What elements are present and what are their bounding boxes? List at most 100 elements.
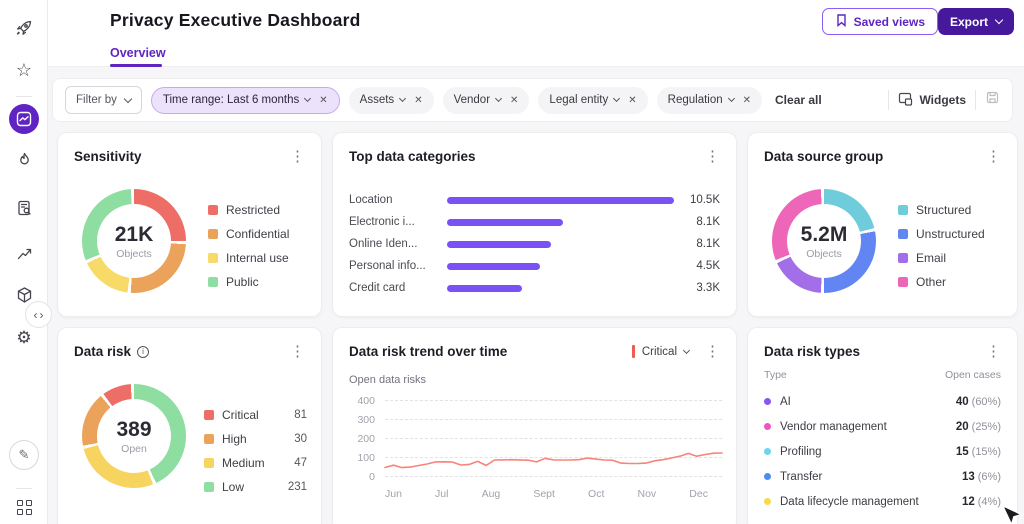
series-selector-dropdown[interactable]: Critical xyxy=(632,345,689,358)
bar-label: Electronic i... xyxy=(349,216,441,228)
card-data-source-group: Data source group ⋮ 5.2M Objects Structu… xyxy=(747,132,1018,317)
tab-overview[interactable]: Overview xyxy=(110,46,166,60)
filter-bar: Filter by Time range: Last 6 months ✕ As… xyxy=(52,78,1013,122)
close-icon[interactable]: ✕ xyxy=(510,95,518,106)
donut-center-value: 5.2M xyxy=(801,223,848,247)
legend-label: Public xyxy=(226,275,259,289)
card-data-risk-trend: Data risk trend over time Critical ⋮ Ope… xyxy=(332,327,737,524)
filter-pill-vendor[interactable]: Vendor ✕ xyxy=(443,87,530,114)
kebab-menu-icon[interactable]: ⋮ xyxy=(286,344,309,359)
column-header-type: Type xyxy=(764,369,787,381)
sidebar-divider xyxy=(16,96,32,97)
kebab-menu-icon[interactable]: ⋮ xyxy=(982,344,1005,359)
legend-item: Unstructured xyxy=(898,227,985,241)
trend-up-icon xyxy=(16,244,33,266)
legend-swatch xyxy=(204,410,214,420)
time-range-label: Time range: Last 6 months xyxy=(163,94,299,106)
chevron-down-icon xyxy=(683,346,690,353)
legend-item: Internal use xyxy=(208,251,289,265)
saved-views-button[interactable]: Saved views xyxy=(822,8,938,35)
card-data-risk: Data risk i ⋮ 389 Open Critical81 High30… xyxy=(57,327,322,524)
card-top-data-categories: Top data categories ⋮ Location 10.5K Ele… xyxy=(332,132,737,317)
close-icon[interactable]: ✕ xyxy=(628,95,636,106)
gear-icon: ⚙ xyxy=(16,329,31,346)
widgets-button[interactable]: Widgets xyxy=(898,91,966,110)
bar-fill xyxy=(447,197,674,204)
type-value: 20 xyxy=(956,421,969,433)
legend-label: Structured xyxy=(916,203,971,217)
filter-by-dropdown[interactable]: Filter by xyxy=(65,86,142,114)
legend-value: 47 xyxy=(294,457,307,469)
sidebar-item-apps[interactable] xyxy=(0,500,48,515)
bar-value: 10.5K xyxy=(684,194,720,206)
kebab-menu-icon[interactable]: ⋮ xyxy=(701,344,724,359)
sidebar-item-settings[interactable]: ⚙ xyxy=(0,329,48,346)
filter-pill-time-range[interactable]: Time range: Last 6 months ✕ xyxy=(151,87,340,114)
bar-track xyxy=(447,285,674,292)
close-icon[interactable]: ✕ xyxy=(414,95,422,106)
data-risk-donut-chart: 389 Open xyxy=(82,384,186,488)
type-dot xyxy=(764,473,771,480)
trend-line xyxy=(385,453,722,468)
y-axis-tick: 200 xyxy=(349,433,375,445)
save-layout-button[interactable] xyxy=(985,90,1000,110)
filter-pill-regulation[interactable]: Regulation ✕ xyxy=(657,87,762,114)
assets-label: Assets xyxy=(360,94,395,106)
column-header-open-cases: Open cases xyxy=(945,369,1001,381)
sidebar-collapse-toggle[interactable]: ‹ › xyxy=(25,301,52,328)
legend-value: 231 xyxy=(288,481,307,493)
bar-row: Location 10.5K xyxy=(349,189,720,211)
legend-swatch xyxy=(898,229,908,239)
sidebar-item-reports[interactable] xyxy=(0,199,48,222)
x-axis-label: Aug xyxy=(482,488,501,500)
bar-track xyxy=(447,263,674,270)
type-label: AI xyxy=(780,396,956,408)
document-search-icon xyxy=(16,199,33,222)
filter-pill-assets[interactable]: Assets ✕ xyxy=(349,87,434,114)
legend-label: High xyxy=(222,432,294,446)
type-label: Transfer xyxy=(780,471,962,483)
kebab-menu-icon[interactable]: ⋮ xyxy=(982,149,1005,164)
bar-fill xyxy=(447,263,540,270)
bar-label: Location xyxy=(349,194,441,206)
sidebar-item-favorites[interactable]: ☆ xyxy=(0,61,48,79)
sidebar-item-edit[interactable]: ✎ xyxy=(0,440,48,470)
legend-label: Critical xyxy=(222,408,294,422)
legend-label: Email xyxy=(916,251,946,265)
sidebar-item-trends[interactable] xyxy=(0,244,48,266)
legend-label: Low xyxy=(222,480,288,494)
table-body: AI40(60%) Vendor management20(25%) Profi… xyxy=(764,389,1001,514)
chevron-down-icon xyxy=(995,16,1003,24)
sidebar: ☆ ⚙ ✎ xyxy=(0,0,48,524)
type-percent: (25%) xyxy=(972,421,1001,433)
close-icon[interactable]: ✕ xyxy=(319,95,327,106)
legend-swatch xyxy=(898,253,908,263)
chevron-down-icon xyxy=(728,95,735,102)
type-value: 40 xyxy=(956,396,969,408)
sidebar-item-dashboards-active[interactable] xyxy=(0,104,48,134)
chevron-left-icon: ‹ xyxy=(34,308,38,322)
sidebar-item-risk[interactable] xyxy=(0,151,48,174)
donut-center-value: 21K xyxy=(115,223,154,247)
bar-label: Online Iden... xyxy=(349,238,441,250)
kebab-menu-icon[interactable]: ⋮ xyxy=(701,149,724,164)
sensitivity-donut-chart: 21K Objects xyxy=(82,189,186,293)
donut-center-label: Objects xyxy=(806,248,842,260)
chevron-down-icon xyxy=(304,95,311,102)
close-icon[interactable]: ✕ xyxy=(743,95,751,106)
table-row: Vendor management20(25%) xyxy=(764,414,1001,439)
bar-track xyxy=(447,241,674,248)
clear-all-button[interactable]: Clear all xyxy=(775,93,822,107)
legend-item: Critical81 xyxy=(204,408,307,422)
kebab-menu-icon[interactable]: ⋮ xyxy=(286,149,309,164)
dashboard-chart-icon xyxy=(9,104,39,134)
export-button[interactable]: Export xyxy=(938,8,1014,35)
card-title: Data risk trend over time xyxy=(349,344,507,359)
donut-center-label: Objects xyxy=(116,248,152,260)
filter-pill-legal-entity[interactable]: Legal entity ✕ xyxy=(538,87,647,114)
bar-track xyxy=(447,219,674,226)
type-value: 15 xyxy=(956,446,969,458)
bar-row: Electronic i... 8.1K xyxy=(349,211,720,233)
sidebar-item-launch[interactable] xyxy=(0,19,48,42)
info-icon[interactable]: i xyxy=(137,346,149,358)
